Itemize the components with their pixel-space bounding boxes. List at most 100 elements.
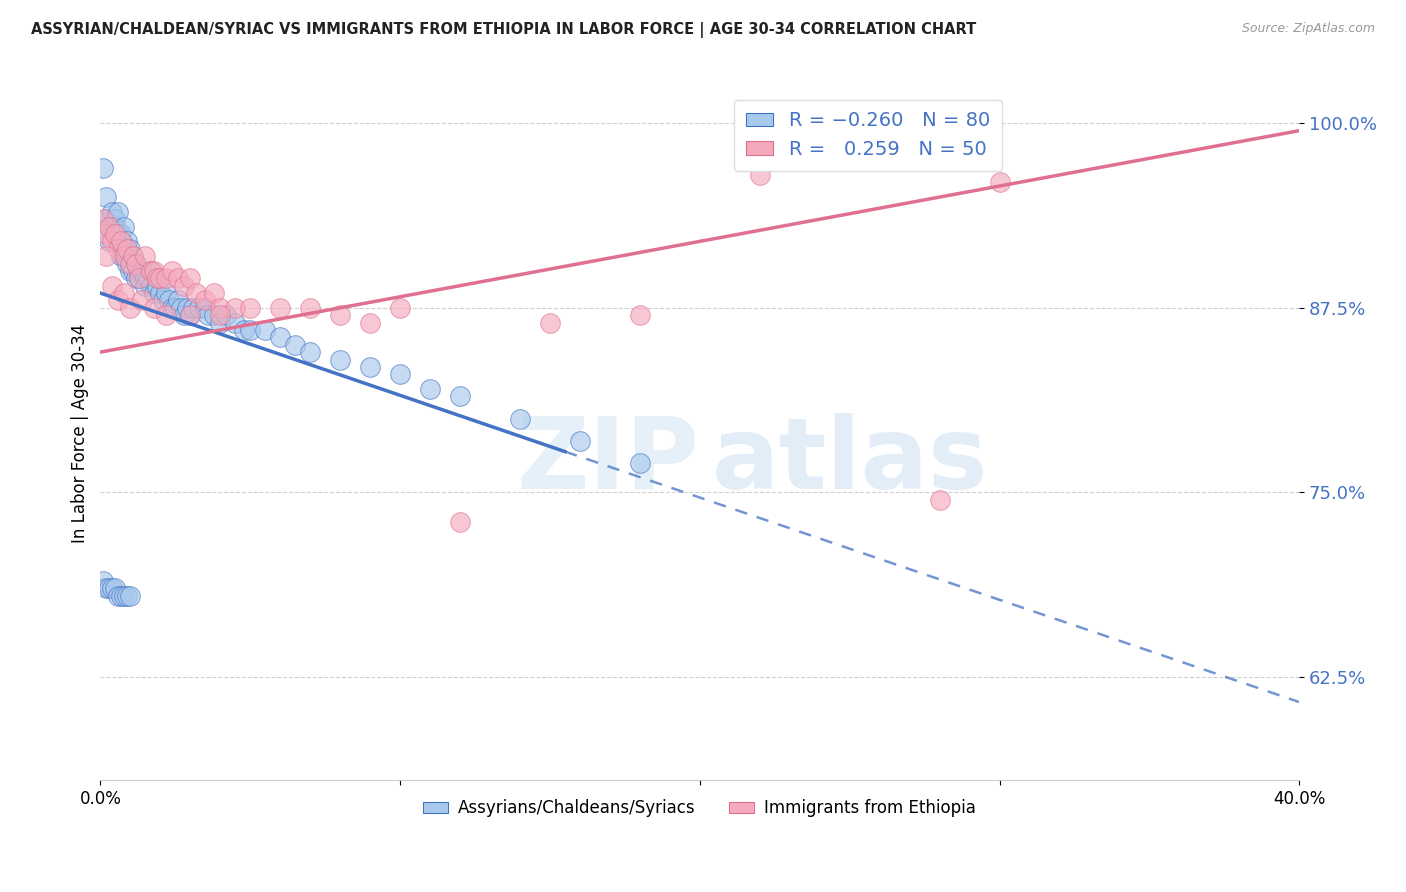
Point xyxy=(269,330,291,344)
Point xyxy=(112,249,135,263)
Point xyxy=(179,308,201,322)
Point xyxy=(179,308,201,322)
Point xyxy=(162,264,184,278)
Point xyxy=(141,264,163,278)
Point xyxy=(98,235,121,249)
Point xyxy=(112,589,135,603)
Point xyxy=(299,301,322,315)
Point xyxy=(254,323,277,337)
Point xyxy=(107,227,129,241)
Point xyxy=(122,249,145,263)
Point xyxy=(143,286,166,301)
Point xyxy=(173,308,195,322)
Point xyxy=(117,589,139,603)
Point xyxy=(120,256,142,270)
Point xyxy=(155,308,177,322)
Point xyxy=(101,235,124,249)
Point xyxy=(112,219,135,234)
Point xyxy=(107,205,129,219)
Point xyxy=(928,492,950,507)
Point xyxy=(194,301,217,315)
Text: Source: ZipAtlas.com: Source: ZipAtlas.com xyxy=(1241,22,1375,36)
Point xyxy=(141,278,163,293)
Point xyxy=(107,589,129,603)
Point xyxy=(179,271,201,285)
Point xyxy=(146,271,169,285)
Point xyxy=(197,308,219,322)
Point xyxy=(136,271,159,285)
Point xyxy=(233,323,256,337)
Point xyxy=(389,368,412,382)
Point xyxy=(128,264,150,278)
Point xyxy=(186,286,208,301)
Point xyxy=(329,308,352,322)
Point xyxy=(125,256,148,270)
Point xyxy=(149,286,172,301)
Point xyxy=(120,256,142,270)
Text: ZIP: ZIP xyxy=(517,413,700,509)
Point xyxy=(101,278,124,293)
Point xyxy=(538,316,561,330)
Point xyxy=(131,264,153,278)
Point xyxy=(146,278,169,293)
Point xyxy=(194,293,217,308)
Point xyxy=(149,271,172,285)
Point xyxy=(239,323,262,337)
Point xyxy=(152,293,174,308)
Point xyxy=(96,212,118,227)
Point xyxy=(107,293,129,308)
Point xyxy=(239,301,262,315)
Point xyxy=(209,316,232,330)
Legend: Assyrians/Chaldeans/Syriacs, Immigrants from Ethiopia: Assyrians/Chaldeans/Syriacs, Immigrants … xyxy=(416,793,983,824)
Point xyxy=(359,359,381,374)
Point xyxy=(134,271,156,285)
Point xyxy=(104,212,127,227)
Point xyxy=(568,434,591,448)
Point xyxy=(117,256,139,270)
Point xyxy=(170,301,193,315)
Point xyxy=(224,316,246,330)
Point xyxy=(988,175,1011,189)
Point xyxy=(134,278,156,293)
Point xyxy=(101,219,124,234)
Point xyxy=(96,190,118,204)
Point xyxy=(120,242,142,256)
Point xyxy=(110,589,132,603)
Point xyxy=(112,286,135,301)
Point xyxy=(155,271,177,285)
Point xyxy=(202,308,225,322)
Point xyxy=(125,256,148,270)
Point xyxy=(122,264,145,278)
Point xyxy=(98,219,121,234)
Point xyxy=(112,242,135,256)
Text: atlas: atlas xyxy=(711,413,988,509)
Point xyxy=(155,286,177,301)
Point xyxy=(143,264,166,278)
Point xyxy=(209,308,232,322)
Point xyxy=(98,582,121,596)
Point xyxy=(104,219,127,234)
Point xyxy=(215,308,238,322)
Point xyxy=(209,301,232,315)
Point xyxy=(329,352,352,367)
Point xyxy=(143,301,166,315)
Point xyxy=(628,456,651,470)
Point xyxy=(188,301,211,315)
Point xyxy=(748,168,770,182)
Point xyxy=(125,271,148,285)
Point xyxy=(96,227,118,241)
Point xyxy=(269,301,291,315)
Point xyxy=(134,249,156,263)
Point xyxy=(93,212,115,227)
Point xyxy=(224,301,246,315)
Point xyxy=(284,337,307,351)
Point xyxy=(93,161,115,175)
Point xyxy=(120,589,142,603)
Point xyxy=(131,293,153,308)
Point xyxy=(299,345,322,359)
Point xyxy=(165,301,187,315)
Point xyxy=(117,242,139,256)
Point xyxy=(110,235,132,249)
Point xyxy=(96,249,118,263)
Point xyxy=(104,227,127,241)
